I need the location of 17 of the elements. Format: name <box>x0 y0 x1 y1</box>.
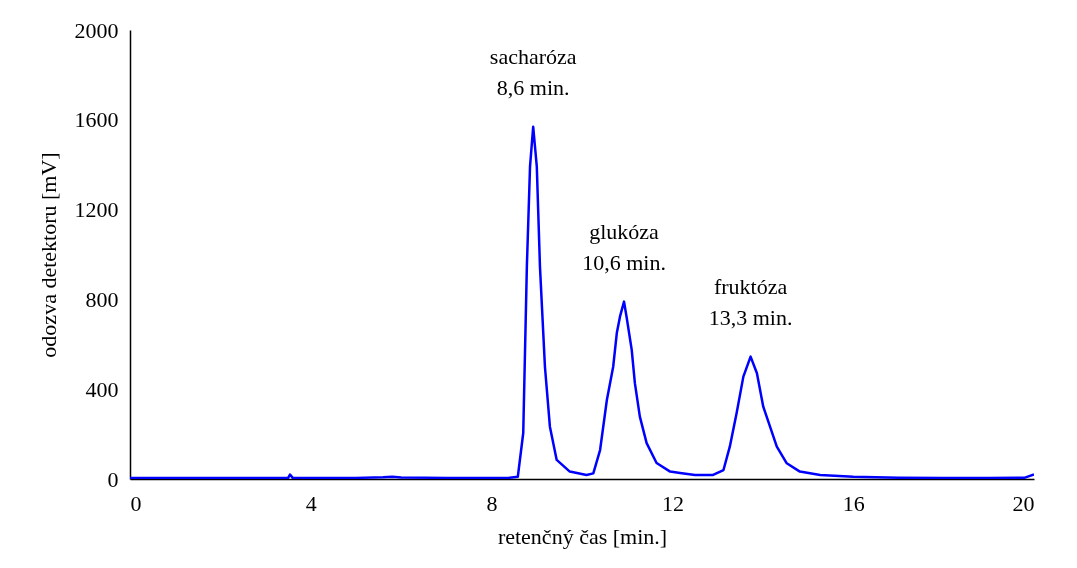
x-tick-label: 16 <box>842 490 865 516</box>
annotation: fruktóza 13,3 min. <box>708 273 793 330</box>
x-tick-label: 12 <box>661 490 684 516</box>
x-tick-label: 8 <box>486 490 498 516</box>
annotation: sacharóza 8,6 min. <box>489 43 577 100</box>
x-tick-label: 0 <box>130 490 142 516</box>
y-tick-label: 1200 <box>74 197 119 223</box>
y-tick-label: 800 <box>85 286 119 312</box>
y-tick-label: 2000 <box>74 17 119 43</box>
y-axis-title: odozva detektoru [mV] <box>35 152 61 358</box>
y-tick-label: 1600 <box>74 107 119 133</box>
y-tick-label: 0 <box>107 466 119 492</box>
annotation: glukóza 10,6 min. <box>582 218 666 275</box>
y-tick-label: 400 <box>85 376 119 402</box>
x-tick-label: 4 <box>305 490 317 516</box>
x-tick-label: 20 <box>1012 490 1035 516</box>
x-axis-title: retenčný čas [min.] <box>497 523 668 549</box>
